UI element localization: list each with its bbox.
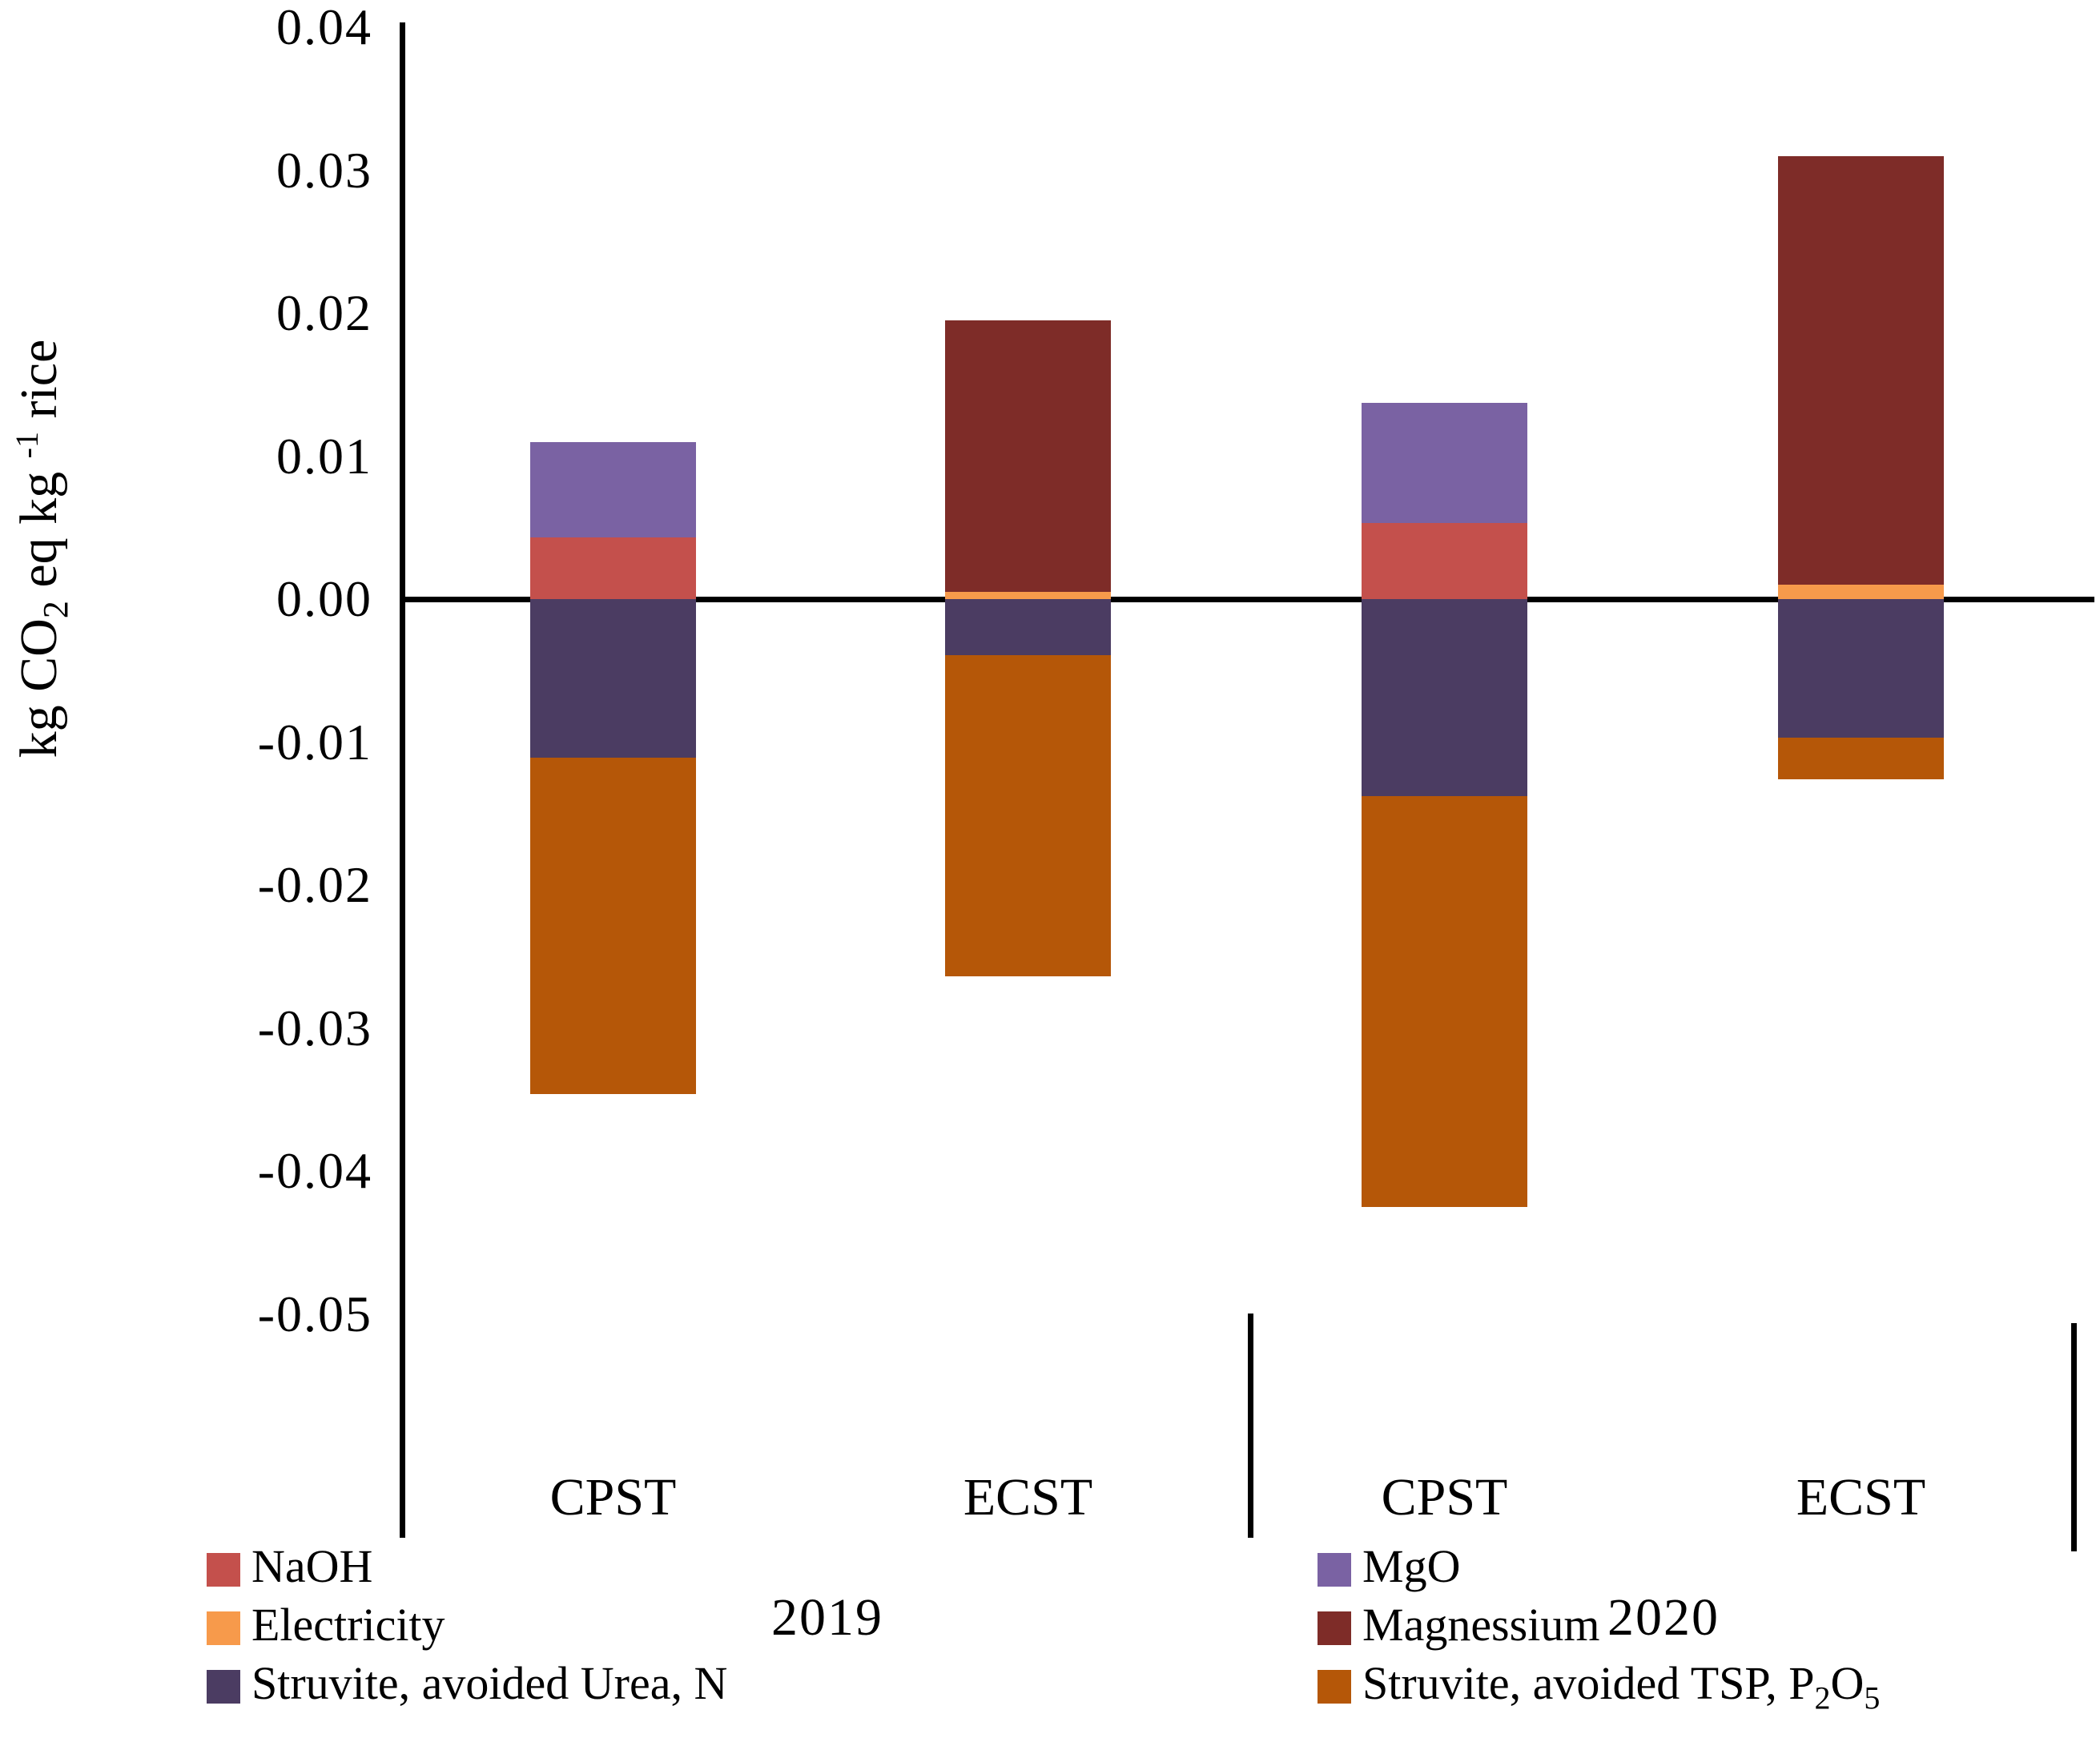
y-tick-label: 0.03 — [276, 141, 372, 199]
category-label: ECST — [963, 1468, 1093, 1527]
legend-label-struvite-tsp: Struvite, avoided TSP, P2O5 — [1362, 1657, 1881, 1716]
legend-swatch-struvite-tsp — [1318, 1670, 1351, 1704]
legend-label-naoh: NaOH — [251, 1540, 373, 1593]
y-tick-label: -0.01 — [257, 713, 372, 770]
y-axis-title-superscript: -1 — [9, 432, 45, 459]
legend-label-electricity: Electricity — [251, 1599, 445, 1651]
bar-segment — [530, 441, 696, 538]
year-label: 2020 — [1607, 1588, 1720, 1647]
category-label: ECST — [1796, 1468, 1926, 1527]
bar-segment — [1778, 585, 1944, 599]
y-axis-title-end: rice — [10, 339, 68, 432]
legend-item-naoh: NaOH — [207, 1540, 373, 1599]
y-tick-label: 0.02 — [276, 284, 372, 341]
bar-segment — [945, 592, 1111, 599]
legend-item-mgo: MgO — [1318, 1540, 1461, 1599]
group-separator-right — [2071, 1323, 2077, 1551]
group-separator-middle — [1248, 1314, 1253, 1538]
category-label: CPST — [1381, 1468, 1508, 1527]
y-tick-label: -0.05 — [257, 1285, 372, 1342]
y-axis-title-text: kg CO — [10, 618, 68, 758]
y-axis-title: kg CO2 eq kg -1 rice — [8, 244, 104, 853]
legend-swatch-electricity — [207, 1611, 240, 1645]
bar-segment — [945, 599, 1111, 655]
bar-segment — [1362, 523, 1527, 599]
legend-swatch-struvite-urea — [207, 1670, 240, 1704]
category-label: CPST — [549, 1468, 677, 1527]
bar-segment — [1362, 403, 1527, 524]
y-axis-title-mid: eq kg — [10, 458, 68, 601]
legend-item-struvite-urea: Struvite, avoided Urea, N — [207, 1657, 728, 1716]
bar-segment — [1362, 599, 1527, 797]
legend-swatch-magnessium — [1318, 1611, 1351, 1645]
legend-label-mgo: MgO — [1362, 1540, 1461, 1593]
y-tick-label: 0.00 — [276, 570, 372, 627]
bar-segment — [530, 599, 696, 758]
y-tick-label: 0.01 — [276, 427, 372, 485]
y-tick-label: 0.04 — [276, 0, 372, 55]
bar-segment — [1778, 738, 1944, 779]
bar-segment — [1778, 155, 1944, 585]
bar-segment — [1778, 599, 1944, 738]
legend-item-struvite-tsp: Struvite, avoided TSP, P2O5 — [1318, 1657, 1881, 1716]
legend-label-magnessium: Magnessium — [1362, 1599, 1600, 1651]
legend-label-struvite-urea: Struvite, avoided Urea, N — [251, 1657, 728, 1710]
y-tick-label: -0.02 — [257, 856, 372, 913]
legend-item-magnessium: Magnessium — [1318, 1599, 1599, 1657]
y-axis-title-subscript: 2 — [36, 601, 76, 619]
y-axis-line — [400, 22, 405, 1538]
y-tick-label: -0.03 — [257, 999, 372, 1056]
legend-swatch-naoh — [207, 1553, 240, 1587]
bar-segment — [1362, 796, 1527, 1207]
year-label: 2019 — [771, 1588, 883, 1647]
zero-baseline — [400, 597, 2094, 602]
bar-segment — [945, 320, 1111, 593]
bar-segment — [945, 654, 1111, 977]
legend-item-electricity: Electricity — [207, 1599, 445, 1657]
bar-segment — [530, 758, 696, 1094]
y-tick-label: -0.04 — [257, 1142, 372, 1199]
bar-segment — [530, 537, 696, 599]
legend-swatch-mgo — [1318, 1553, 1351, 1587]
